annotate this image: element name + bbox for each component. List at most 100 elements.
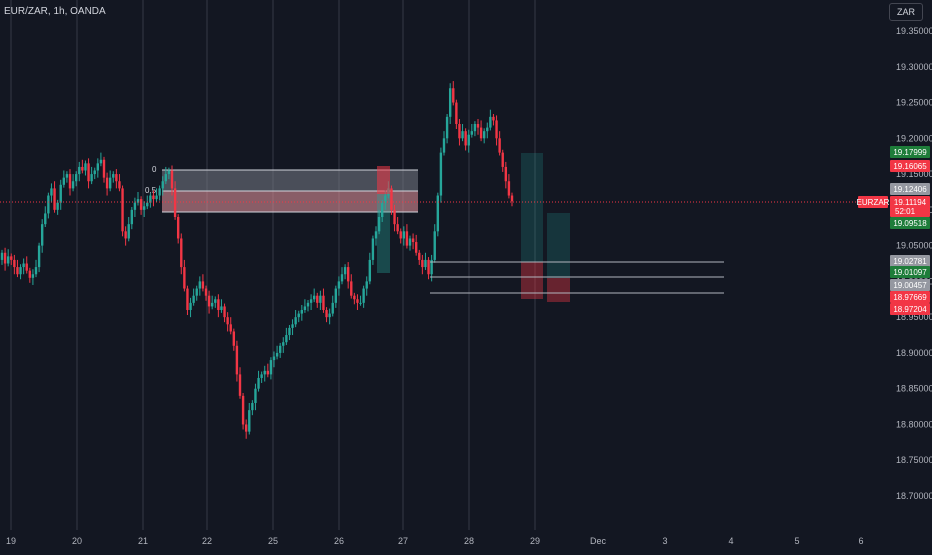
x-tick-label: 29: [530, 536, 540, 546]
candle-body: [142, 206, 146, 210]
candle-body: [118, 181, 121, 189]
x-tick-label: 21: [138, 536, 148, 546]
y-tick-label: 18.90000: [896, 348, 932, 358]
candle-body: [130, 209, 134, 225]
candle-body: [442, 138, 446, 153]
price-axis-label-bg: [890, 183, 930, 195]
candle-body: [10, 256, 13, 260]
candle-body: [124, 231, 127, 239]
candle-body: [275, 352, 279, 357]
candle-body: [439, 152, 443, 196]
candle-body: [16, 267, 19, 275]
candle-body: [427, 259, 430, 275]
candle-body: [396, 224, 399, 232]
candle-body: [492, 116, 495, 121]
y-tick-label: 19.35000: [896, 26, 932, 36]
candle-body: [260, 374, 263, 378]
price-axis-label: 19.16065: [893, 162, 927, 171]
candle-body: [3, 252, 7, 264]
symbol-tag-bg: [858, 196, 888, 208]
candle-body: [501, 152, 504, 167]
candle-body: [269, 360, 273, 375]
candle-body: [257, 377, 260, 389]
candle-body: [371, 238, 375, 260]
candle-body: [393, 209, 396, 225]
price-axis-label: 19.02781: [893, 257, 927, 266]
candle-body: [71, 181, 75, 189]
y-tick-label: 18.95000: [896, 312, 932, 322]
candle-body: [112, 174, 115, 178]
candle-body: [217, 299, 220, 311]
price-axis-label: 18.97669: [893, 293, 927, 302]
candle-body: [229, 324, 232, 332]
price-axis-label: 19.09518: [893, 219, 927, 228]
candle-body: [90, 174, 93, 182]
candle-body: [452, 88, 455, 103]
price-axis-label-bg: [890, 255, 930, 267]
candle-body: [244, 424, 248, 432]
candle-body: [146, 202, 149, 207]
candle-body: [220, 306, 223, 311]
price-axis-label-bg: [890, 303, 930, 315]
candle-body: [300, 310, 304, 314]
long-position-loss-zone: [521, 262, 543, 299]
candle-body: [192, 295, 195, 303]
candle-body: [158, 188, 161, 196]
candle-body: [22, 263, 25, 268]
candle-body: [343, 267, 347, 275]
candle-body: [436, 195, 440, 232]
x-tick-label: Dec: [590, 536, 607, 546]
x-tick-label: 25: [268, 536, 278, 546]
candle-body: [105, 177, 109, 189]
candle-body: [482, 131, 486, 139]
price-axis-label-bg: [890, 266, 930, 278]
fib-label-0: 0: [152, 165, 157, 174]
candle-body: [433, 231, 436, 260]
candle-body: [87, 163, 90, 182]
candle-body: [149, 195, 152, 203]
x-tick-label: 20: [72, 536, 82, 546]
candle-body: [53, 188, 56, 210]
candle-body: [405, 231, 409, 246]
candle-body: [331, 302, 334, 314]
candle-body: [297, 313, 300, 318]
candle-body: [78, 166, 81, 175]
candle-body: [337, 281, 341, 289]
candle-body: [380, 202, 384, 218]
candle-body: [421, 259, 424, 268]
candle-body: [248, 410, 251, 432]
symbol-tag: EURZAR: [857, 198, 890, 207]
candle-body: [282, 342, 285, 346]
candle-body: [127, 224, 130, 239]
x-tick-label: 26: [334, 536, 344, 546]
candle-body: [294, 317, 297, 325]
candle-body: [31, 274, 35, 278]
candle-body: [164, 174, 168, 182]
candle-body: [356, 299, 359, 303]
candle-body: [414, 242, 418, 253]
candle-body: [328, 313, 331, 318]
long-position-profit-zone: [547, 213, 570, 278]
current-price-label: 19.11194: [894, 198, 927, 207]
candle-body: [186, 288, 189, 311]
x-tick-label: 4: [728, 536, 733, 546]
candle-body: [25, 263, 28, 271]
short-position-loss-zone: [377, 166, 390, 194]
candle-body: [473, 124, 477, 132]
candle-body: [365, 281, 368, 289]
candle-body: [476, 124, 480, 128]
candle-body: [353, 295, 356, 300]
candle-body: [99, 159, 103, 164]
x-tick-label: 22: [202, 536, 212, 546]
currency-selector-button[interactable]: ZAR: [889, 3, 923, 21]
candle-body: [19, 267, 22, 275]
price-axis-label-bg: [890, 217, 930, 229]
price-axis-label: 19.00457: [893, 281, 927, 290]
long-position-profit-zone: [521, 153, 543, 262]
y-tick-label: 18.80000: [896, 419, 932, 429]
candle-body: [201, 281, 205, 289]
candle-body: [74, 174, 78, 182]
y-tick-label: 19.15000: [896, 169, 932, 179]
